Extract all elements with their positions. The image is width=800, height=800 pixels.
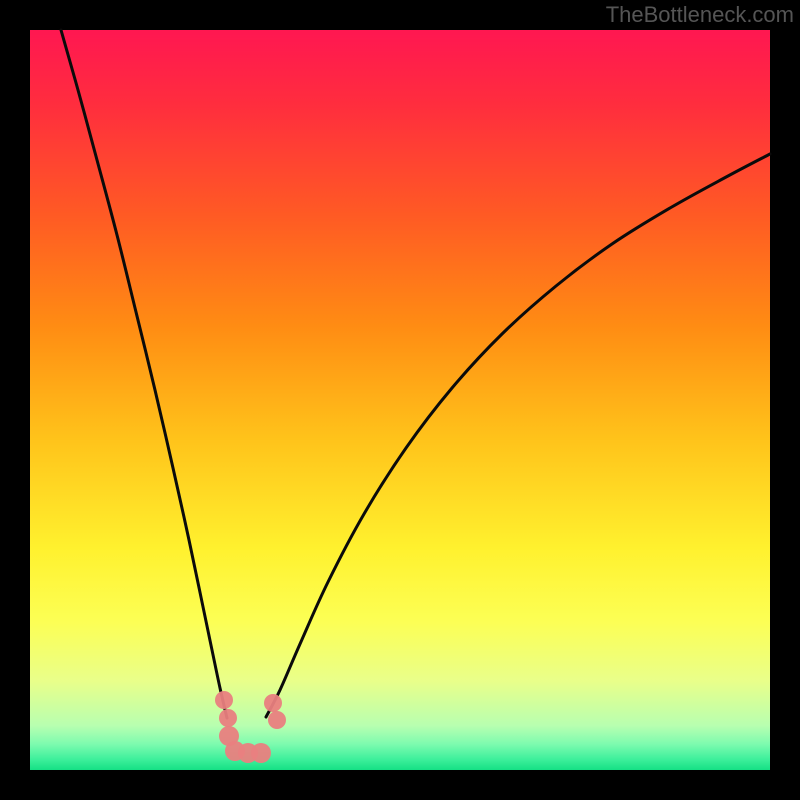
chart-svg (0, 0, 800, 800)
valley-dot (264, 694, 282, 712)
plot-area (30, 30, 770, 770)
watermark-text: TheBottleneck.com (606, 2, 794, 28)
valley-dot (219, 709, 237, 727)
valley-dot (251, 743, 271, 763)
valley-dot (268, 711, 286, 729)
valley-dot (215, 691, 233, 709)
chart-container: TheBottleneck.com (0, 0, 800, 800)
